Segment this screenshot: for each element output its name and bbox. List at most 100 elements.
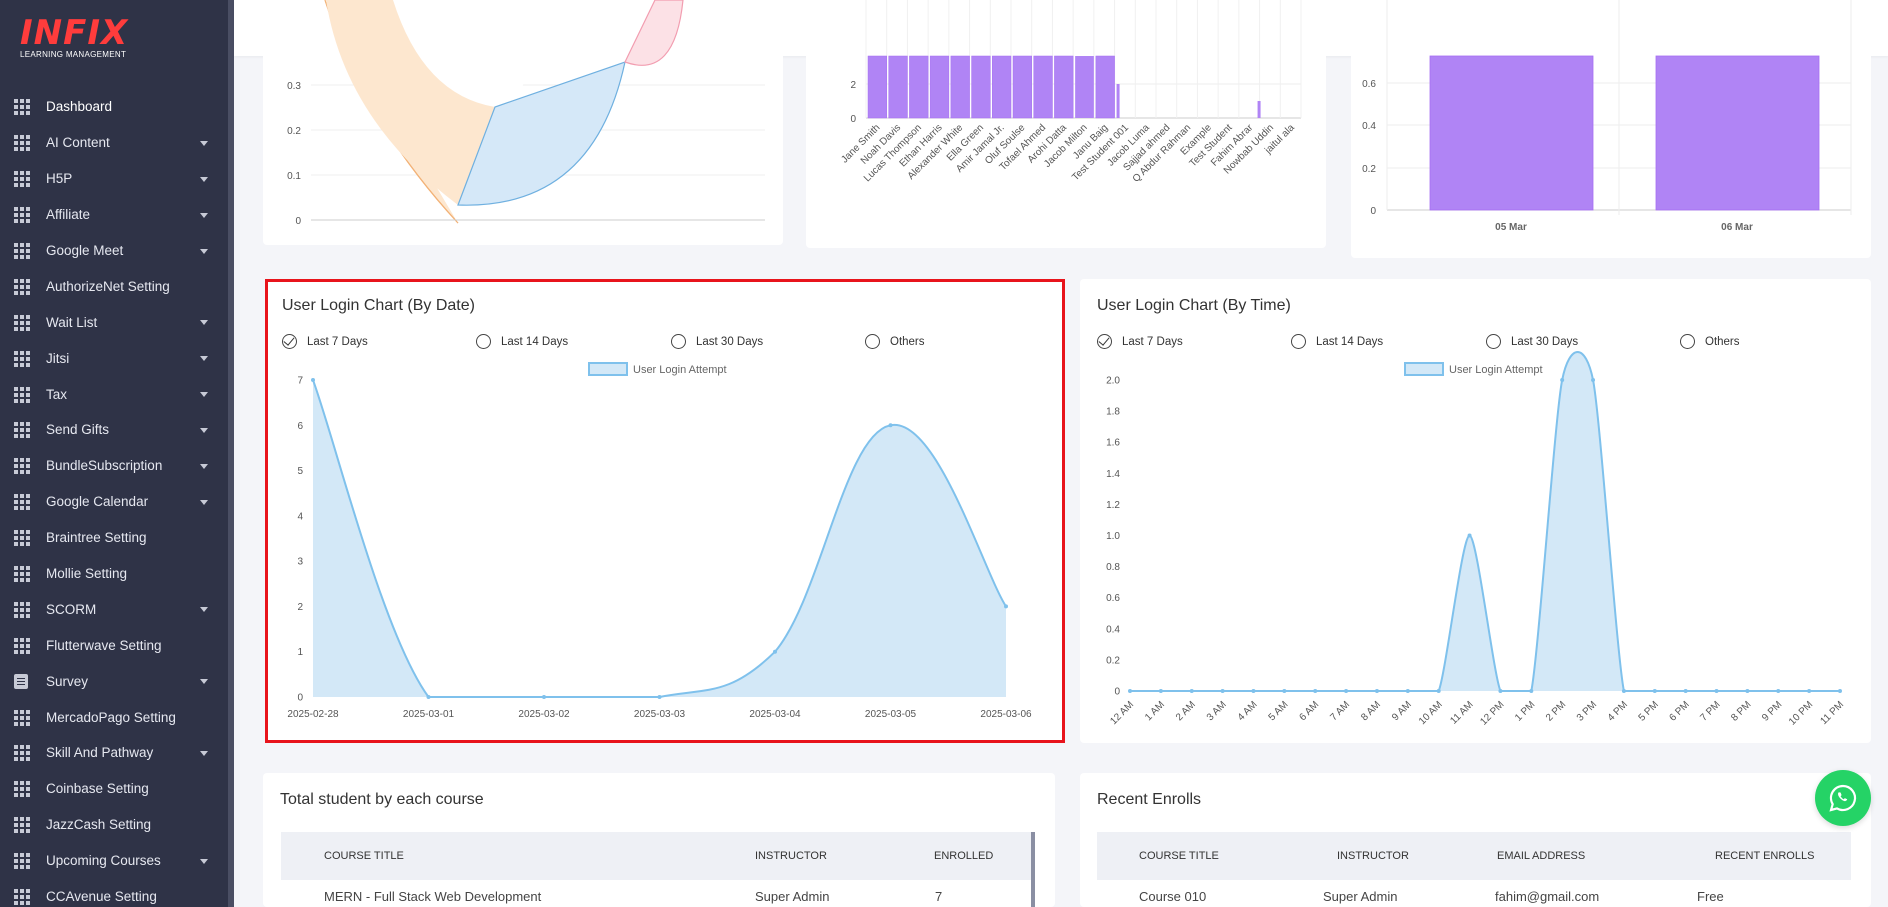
data-point[interactable]	[1838, 689, 1842, 693]
caret-down-icon[interactable]	[200, 428, 208, 434]
sidebar-item-flutterwave-setting[interactable]: Flutterwave Setting	[0, 627, 228, 663]
bar[interactable]	[1429, 55, 1594, 211]
data-point[interactable]	[1467, 533, 1472, 538]
bar[interactable]	[1033, 55, 1053, 119]
filter-last-30-days[interactable]: Last 30 Days	[671, 334, 763, 349]
table-row[interactable]: MERN - Full Stack Web Development Super …	[281, 885, 1031, 907]
column-course-title[interactable]: COURSE TITLE	[324, 850, 404, 862]
column-course-title[interactable]: COURSE TITLE	[1139, 850, 1219, 862]
caret-down-icon[interactable]	[200, 356, 208, 362]
caret-down-icon[interactable]	[200, 463, 208, 469]
data-point[interactable]	[1591, 378, 1596, 382]
caret-down-icon[interactable]	[200, 751, 208, 757]
data-point[interactable]	[1004, 604, 1008, 609]
data-point[interactable]	[1652, 689, 1657, 693]
data-point[interactable]	[1282, 689, 1287, 693]
sidebar-item-mollie-setting[interactable]: Mollie Setting	[0, 556, 228, 592]
data-point[interactable]	[1128, 689, 1132, 693]
sidebar-item-tax[interactable]: Tax	[0, 376, 228, 412]
pie-slice-pink[interactable]	[624, 0, 684, 66]
data-point[interactable]	[1529, 689, 1534, 693]
data-point[interactable]	[1807, 689, 1812, 693]
sidebar-item-google-meet[interactable]: Google Meet	[0, 233, 228, 269]
bar[interactable]	[1075, 56, 1094, 118]
pie-slice-blue[interactable]	[457, 61, 626, 206]
filter-last-7-days[interactable]: Last 7 Days	[282, 334, 368, 349]
data-point[interactable]	[1344, 689, 1349, 693]
data-point[interactable]	[1621, 689, 1626, 693]
data-point[interactable]	[1189, 689, 1194, 693]
filter-last-7-days[interactable]: Last 7 Days	[1097, 334, 1183, 349]
data-point[interactable]	[1374, 689, 1379, 693]
caret-down-icon[interactable]	[200, 679, 208, 685]
checked-radio-icon[interactable]	[1097, 334, 1112, 349]
radio-icon[interactable]	[671, 334, 686, 349]
sidebar-item-skill-and-pathway[interactable]: Skill And Pathway	[0, 735, 228, 771]
sidebar-item-bundlesubscription[interactable]: BundleSubscription	[0, 448, 228, 484]
data-point[interactable]	[1498, 689, 1503, 693]
bar[interactable]	[1054, 55, 1074, 119]
caret-down-icon[interactable]	[200, 176, 208, 182]
bar[interactable]	[1095, 55, 1115, 119]
sidebar-item-scorm[interactable]: SCORM	[0, 591, 228, 627]
column-instructor[interactable]: INSTRUCTOR	[1337, 850, 1409, 862]
data-point[interactable]	[1745, 689, 1750, 693]
data-point[interactable]	[888, 423, 893, 428]
caret-down-icon[interactable]	[200, 248, 208, 254]
radio-icon[interactable]	[1291, 334, 1306, 349]
caret-down-icon[interactable]	[200, 858, 208, 864]
chart-legend[interactable]: User Login Attempt	[588, 362, 727, 376]
data-point[interactable]	[1436, 689, 1441, 693]
sidebar-item-affiliate[interactable]: Affiliate	[0, 197, 228, 233]
sidebar-item-survey[interactable]: Survey	[0, 663, 228, 699]
caret-down-icon[interactable]	[200, 607, 208, 613]
sidebar-item-authorizenet-setting[interactable]: AuthorizeNet Setting	[0, 268, 228, 304]
bar[interactable]	[929, 55, 950, 119]
sidebar-item-ai-content[interactable]: AI Content	[0, 125, 228, 161]
data-point[interactable]	[311, 378, 315, 382]
data-point[interactable]	[542, 695, 546, 699]
filter-others[interactable]: Others	[1680, 334, 1740, 349]
bar[interactable]	[1655, 55, 1820, 211]
radio-icon[interactable]	[1680, 334, 1695, 349]
sidebar-item-google-calendar[interactable]: Google Calendar	[0, 484, 228, 520]
sidebar-item-ccavenue-setting[interactable]: CCAvenue Setting	[0, 879, 228, 907]
table-scrollbar[interactable]	[1031, 832, 1035, 907]
data-point[interactable]	[1313, 689, 1318, 693]
radio-icon[interactable]	[476, 334, 491, 349]
filter-last-30-days[interactable]: Last 30 Days	[1486, 334, 1578, 349]
filter-others[interactable]: Others	[865, 334, 925, 349]
filter-last-14-days[interactable]: Last 14 Days	[476, 334, 568, 349]
whatsapp-chat-button[interactable]	[1815, 770, 1871, 826]
sidebar-item-wait-list[interactable]: Wait List	[0, 304, 228, 340]
sidebar-item-h5p[interactable]: H5P	[0, 161, 228, 197]
bar[interactable]	[971, 55, 991, 119]
caret-down-icon[interactable]	[200, 320, 208, 326]
bar[interactable]	[1116, 84, 1120, 118]
sidebar-scrollbar[interactable]	[228, 0, 234, 907]
data-point[interactable]	[1158, 689, 1163, 693]
sidebar-item-send-gifts[interactable]: Send Gifts	[0, 412, 228, 448]
filter-last-14-days[interactable]: Last 14 Days	[1291, 334, 1383, 349]
caret-down-icon[interactable]	[200, 140, 208, 146]
data-point[interactable]	[1251, 689, 1256, 693]
bar[interactable]	[1257, 101, 1261, 118]
sidebar-item-jitsi[interactable]: Jitsi	[0, 340, 228, 376]
chart-legend[interactable]: User Login Attempt	[1404, 362, 1543, 376]
bar[interactable]	[909, 55, 929, 119]
data-point[interactable]	[1683, 689, 1688, 693]
bar[interactable]	[950, 55, 970, 119]
sidebar-item-braintree-setting[interactable]: Braintree Setting	[0, 520, 228, 556]
data-point[interactable]	[1776, 689, 1781, 693]
column-recent-enrolls[interactable]: RECENT ENROLLS	[1715, 850, 1815, 862]
bar[interactable]	[888, 55, 908, 119]
bar[interactable]	[867, 55, 887, 119]
column-instructor[interactable]: INSTRUCTOR	[755, 850, 827, 862]
data-point[interactable]	[1220, 689, 1225, 693]
caret-down-icon[interactable]	[200, 212, 208, 218]
radio-icon[interactable]	[865, 334, 880, 349]
sidebar-item-coinbase-setting[interactable]: Coinbase Setting	[0, 771, 228, 807]
data-point[interactable]	[1560, 378, 1565, 382]
data-point[interactable]	[1405, 689, 1410, 693]
bar[interactable]	[992, 55, 1012, 119]
